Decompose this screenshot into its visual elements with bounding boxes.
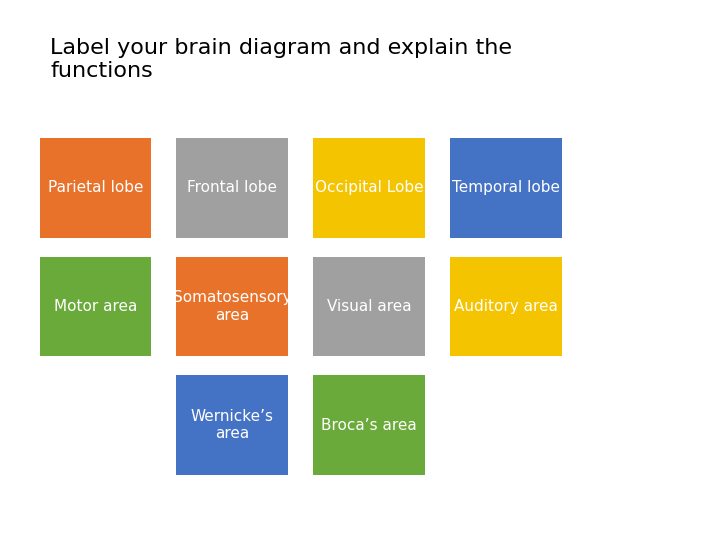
- Text: Visual area: Visual area: [327, 299, 411, 314]
- Text: Label your brain diagram and explain the
functions: Label your brain diagram and explain the…: [50, 38, 513, 81]
- Text: Motor area: Motor area: [54, 299, 137, 314]
- FancyBboxPatch shape: [450, 138, 562, 238]
- Text: Somatosensory
area: Somatosensory area: [173, 291, 292, 322]
- FancyBboxPatch shape: [176, 375, 288, 475]
- FancyBboxPatch shape: [176, 138, 288, 238]
- FancyBboxPatch shape: [176, 256, 288, 356]
- Text: Parietal lobe: Parietal lobe: [48, 180, 143, 195]
- FancyBboxPatch shape: [450, 256, 562, 356]
- FancyBboxPatch shape: [313, 375, 425, 475]
- Text: Wernicke’s
area: Wernicke’s area: [191, 409, 274, 442]
- FancyBboxPatch shape: [313, 256, 425, 356]
- Text: Occipital Lobe: Occipital Lobe: [315, 180, 423, 195]
- Text: Auditory area: Auditory area: [454, 299, 558, 314]
- FancyBboxPatch shape: [40, 138, 151, 238]
- FancyBboxPatch shape: [313, 138, 425, 238]
- Text: Frontal lobe: Frontal lobe: [187, 180, 277, 195]
- Text: Broca’s area: Broca’s area: [321, 418, 417, 433]
- FancyBboxPatch shape: [40, 256, 151, 356]
- Text: Temporal lobe: Temporal lobe: [452, 180, 560, 195]
